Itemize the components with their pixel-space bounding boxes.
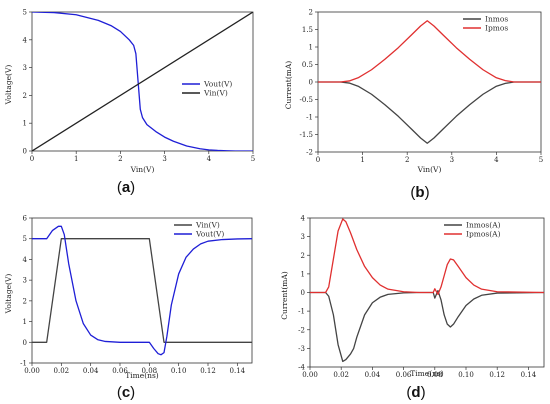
- legend-entry: Inmos: [485, 15, 508, 24]
- y-axis-label: Current(mA): [280, 271, 289, 319]
- y-tick-label: 2: [309, 9, 313, 17]
- x-tick-label: 0.04: [365, 371, 381, 379]
- y-tick-label: -0.5: [300, 96, 314, 104]
- y-tick-label: 2: [23, 92, 27, 100]
- series-line-inmos-a: [310, 289, 544, 363]
- series-line-ipmos-a: [310, 218, 544, 296]
- y-tick-label: -1: [306, 114, 313, 122]
- x-tick-label: 1: [360, 156, 364, 164]
- x-axis-label: Time(ns): [125, 371, 159, 380]
- panel-label: (d): [406, 384, 425, 401]
- y-tick-label: 1: [23, 318, 27, 326]
- x-axis-label: Time(ns): [410, 369, 444, 378]
- x-tick-label: 0.10: [171, 367, 187, 375]
- y-tick-label: -4: [298, 364, 305, 372]
- plot-frame: [31, 217, 253, 364]
- x-tick-label: 0.14: [230, 367, 246, 375]
- x-axis-label: Vin(V): [417, 165, 442, 174]
- y-tick-label: -2: [306, 149, 313, 157]
- x-tick-label: 0.02: [333, 371, 349, 379]
- legend-entry: Vin(V): [195, 221, 220, 230]
- series-line-ipmos: [318, 20, 541, 83]
- series-line-vout-v: [32, 12, 253, 151]
- y-tick-label: 4: [23, 36, 28, 44]
- y-axis-label: Voltage(V): [4, 65, 13, 106]
- y-tick-label: -1: [298, 308, 305, 316]
- x-tick-label: 4: [207, 155, 212, 163]
- series-line-vin-v: [32, 12, 253, 151]
- plot-frame: [31, 11, 254, 152]
- legend-entry: Vin(V): [203, 89, 228, 98]
- y-tick-label: 3: [23, 64, 27, 72]
- x-tick-label: 0.10: [458, 371, 474, 379]
- y-tick-label: 1: [23, 120, 27, 128]
- y-axis-label: Current(mA): [284, 61, 293, 109]
- x-tick-label: 1: [74, 155, 78, 163]
- x-tick-label: 0.00: [24, 367, 40, 375]
- x-tick-label: 5: [251, 155, 255, 163]
- legend-entry: Vout(V): [195, 230, 224, 239]
- panel-c: 0.00 0.02 0.04 0.06 0.08 0.10 0.12 0.14 -1 0 1 2 3 4 5…: [4, 215, 253, 401]
- plot-frame: [317, 11, 542, 153]
- x-tick-label: 3: [450, 156, 454, 164]
- y-tick-label: -2: [298, 326, 305, 334]
- x-tick-label: 5: [539, 156, 543, 164]
- y-tick-label: 0: [23, 148, 27, 156]
- series-line-vin-v: [32, 238, 252, 343]
- x-tick-label: 2: [405, 156, 409, 164]
- y-tick-label: -1: [20, 360, 27, 368]
- x-tick-label: 0.12: [489, 371, 505, 379]
- x-tick-label: 0.12: [200, 367, 216, 375]
- x-tick-label: 0.00: [302, 371, 318, 379]
- legend-entry: Vout(V): [203, 80, 232, 89]
- y-tick-label: 4: [301, 215, 306, 223]
- y-tick-label: 0: [23, 339, 27, 347]
- y-tick-label: 3: [301, 233, 305, 241]
- x-tick-label: 0: [316, 156, 320, 164]
- y-tick-label: 5: [23, 235, 27, 243]
- legend-entry: Inmos(A): [466, 221, 501, 230]
- x-tick-label: 3: [162, 155, 166, 163]
- x-tick-label: 0.08: [427, 371, 443, 379]
- y-tick-label: 2: [23, 297, 27, 305]
- y-axis-label: Voltage(V): [4, 274, 13, 315]
- y-tick-label: 0: [301, 289, 305, 297]
- y-tick-label: 3: [23, 277, 27, 285]
- legend-entry: Ipmos(A): [466, 230, 501, 239]
- series-line-vout-v: [32, 225, 252, 356]
- y-tick-label: 0.5: [302, 61, 313, 69]
- panel-label: (a): [117, 179, 135, 196]
- panel-label: (b): [410, 184, 429, 201]
- x-axis-label: Vin(V): [130, 165, 155, 174]
- y-tick-label: 1: [309, 44, 313, 52]
- x-tick-label: 4: [494, 156, 499, 164]
- y-tick-label: 2: [301, 252, 305, 260]
- y-tick-label: 0: [309, 79, 313, 87]
- panel-b: 0 1 2 3 4 5 -2 -1.5 -1 -0.5 0 0.5 1 1.5 2 Vin(V) Current…: [284, 9, 543, 202]
- panel-d: 0.00 0.02 0.04 0.06 0.08 0.10 0.12 0.14 -4 -3 -2 -1…: [280, 215, 545, 401]
- y-tick-label: 6: [23, 215, 28, 223]
- x-tick-label: 0.14: [521, 371, 537, 379]
- y-tick-label: 1: [301, 270, 305, 278]
- y-tick-label: 4: [23, 256, 28, 264]
- y-tick-label: -1.5: [300, 131, 314, 139]
- x-tick-label: 2: [118, 155, 122, 163]
- x-tick-label: 0.06: [112, 367, 128, 375]
- x-tick-label: 0.06: [396, 371, 412, 379]
- x-tick-label: 0.04: [83, 367, 99, 375]
- series-line-inmos: [318, 81, 541, 144]
- x-tick-label: 0: [30, 155, 34, 163]
- y-tick-label: 5: [23, 9, 27, 17]
- x-tick-label: 0.02: [54, 367, 70, 375]
- panel-label: (c): [117, 384, 135, 401]
- y-tick-label: -3: [298, 345, 305, 353]
- y-tick-label: 1.5: [302, 26, 313, 34]
- x-tick-label: 0.08: [142, 367, 158, 375]
- legend-entry: Ipmos: [485, 24, 508, 33]
